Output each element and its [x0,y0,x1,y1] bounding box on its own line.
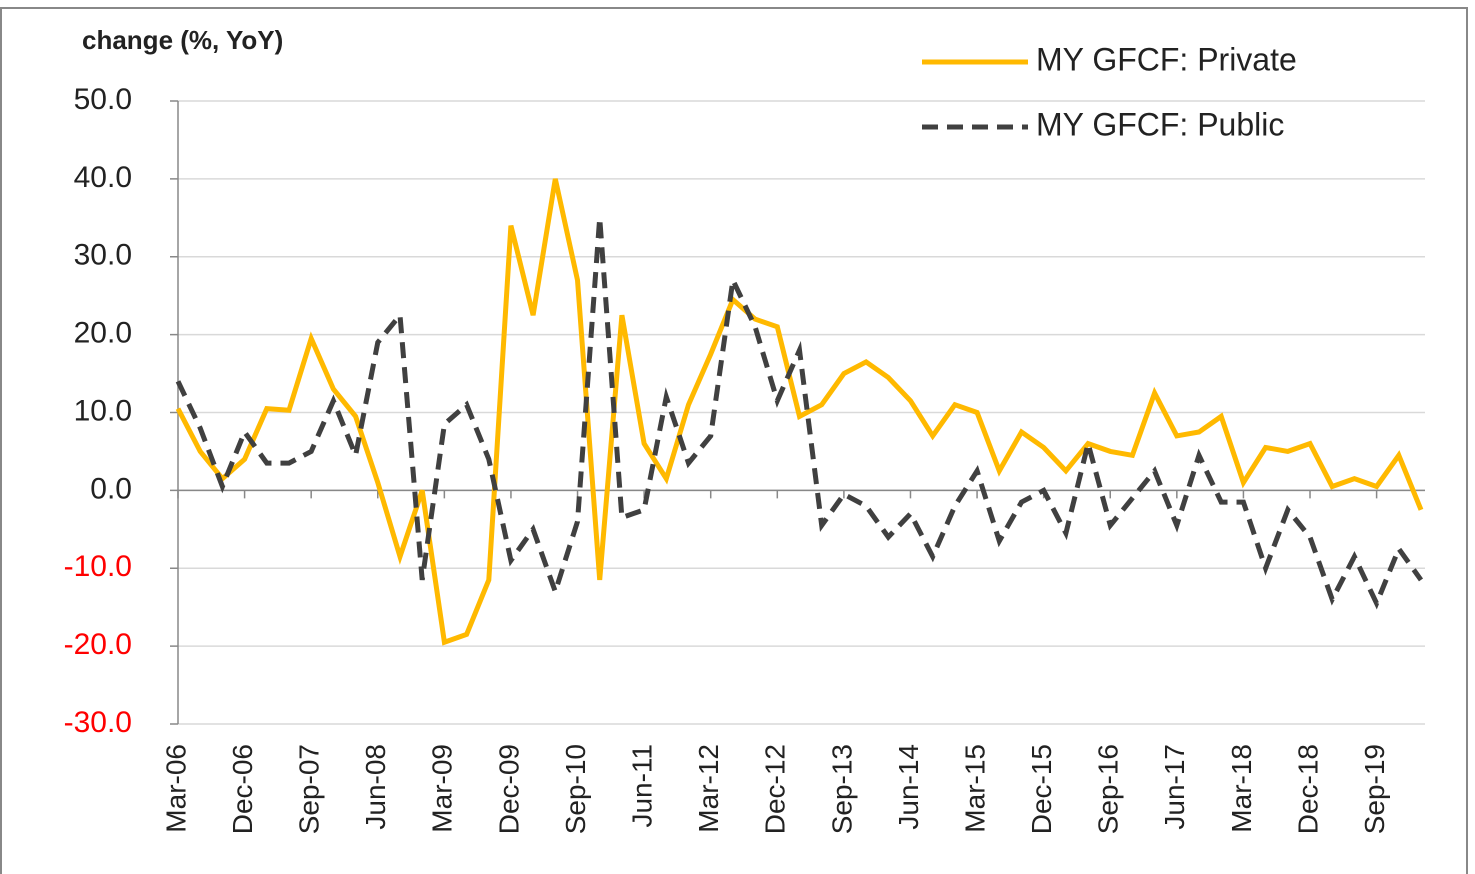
y-axis-label: change (%, YoY) [82,25,283,55]
x-tick-label: Mar-06 [160,744,191,833]
y-tick-label: -10.0 [64,550,132,583]
legend-label: MY GFCF: Private [1036,41,1297,77]
frame [0,7,1468,874]
x-tick-label: Sep-07 [294,744,325,834]
x-tick-label: Sep-16 [1093,744,1124,834]
x-tick-label: Dec-06 [227,744,258,834]
x-tick-label: Dec-18 [1292,744,1323,834]
series-line [175,217,1424,610]
y-tick-label: 30.0 [74,239,132,272]
y-tick-label: 0.0 [90,472,132,505]
x-tick-label: Dec-09 [493,744,524,834]
x-tick-label: Dec-15 [1026,744,1057,834]
x-tick-label: Sep-10 [560,744,591,834]
x-tick-label: Mar-15 [959,744,990,833]
x-tick-label: Sep-13 [826,744,857,834]
x-tick-label: Jun-14 [893,744,924,830]
x-tick-label: Mar-18 [1226,744,1257,833]
y-tick-label: -30.0 [64,706,132,739]
x-tick-label: Jun-08 [360,744,391,830]
y-tick-label: -20.0 [64,628,132,661]
x-tick-label: Jun-17 [1159,744,1190,830]
x-tick-label: Mar-09 [427,744,458,833]
legend-label: MY GFCF: Public [1036,106,1284,142]
y-tick-label: 10.0 [74,394,132,427]
x-tick-label: Dec-12 [760,744,791,834]
x-tick-label: Sep-19 [1359,744,1390,834]
y-tick-label: 20.0 [74,317,132,350]
x-tick-label: Mar-12 [693,744,724,833]
series-line [175,178,1424,646]
y-tick-label: 40.0 [74,161,132,194]
y-tick-label: 50.0 [74,83,132,116]
x-tick-label: Jun-11 [627,744,658,828]
